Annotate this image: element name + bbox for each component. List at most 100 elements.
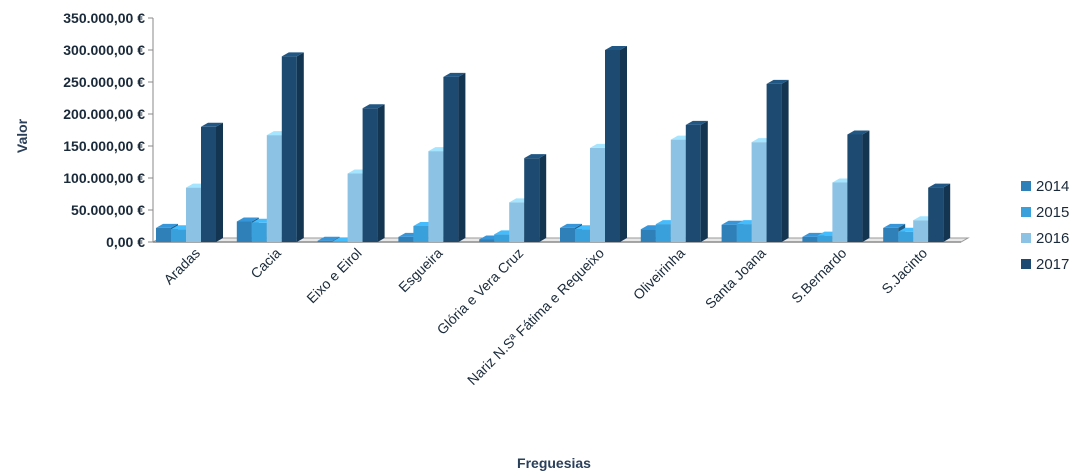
legend-item-2015: 2015	[1021, 204, 1069, 221]
bar-side	[700, 120, 708, 242]
bar-top	[605, 46, 627, 50]
bar-2017-2	[281, 52, 304, 243]
bar-front	[817, 235, 833, 242]
bar-side	[458, 72, 466, 242]
bar-front	[670, 139, 686, 242]
bar-top	[685, 120, 708, 125]
x-tick-label: Esgueira	[395, 245, 446, 296]
legend-label: 2014	[1036, 178, 1069, 195]
bar-front	[156, 227, 171, 242]
y-tick-label: 0,00 €	[106, 234, 145, 250]
x-tick-label: Aradas	[160, 245, 203, 288]
bar-2017-4	[443, 72, 466, 242]
bar-front	[928, 187, 944, 242]
bar-top	[281, 52, 304, 57]
y-tick-label: 50.000,00 €	[71, 202, 145, 218]
bar-front	[201, 126, 216, 242]
bar-side	[539, 154, 547, 242]
bar-top	[847, 130, 870, 135]
y-tick-label: 300.000,00 €	[63, 42, 145, 58]
bar-2017-7	[685, 120, 708, 242]
bar-2017-1	[201, 122, 223, 242]
bar-front	[479, 239, 495, 242]
bar-top	[560, 223, 582, 228]
bar-top	[766, 79, 789, 84]
bar-top	[928, 183, 951, 188]
bar-2017-5	[524, 154, 547, 242]
bar-front	[832, 182, 848, 242]
legend-swatch	[1021, 233, 1031, 243]
bar-2017-3	[362, 104, 385, 243]
bar-front	[236, 221, 252, 242]
bar-2017-10	[928, 183, 951, 242]
bar-front	[913, 220, 929, 242]
y-tick-label: 150.000,00 €	[63, 138, 145, 154]
legend-swatch	[1021, 207, 1031, 217]
bar-front	[362, 108, 378, 243]
bar-side	[377, 104, 385, 243]
bar-front	[443, 76, 459, 242]
bar-front	[590, 147, 605, 242]
x-tick-label: Santa Joana	[702, 245, 769, 312]
bar-side	[216, 122, 223, 242]
y-tick-label: 100.000,00 €	[63, 170, 145, 186]
x-tick-label: Eixo e Eirol	[303, 245, 364, 306]
bar-front	[736, 224, 752, 242]
legend-item-2014: 2014	[1021, 178, 1069, 195]
bar-2017-8	[766, 79, 789, 242]
bar-front	[266, 135, 282, 242]
bars	[156, 46, 951, 243]
legend: 2014 2015 2016 2017	[1021, 178, 1069, 273]
x-tick-label: Glória e Vera Cruz	[434, 245, 527, 338]
bar-front	[847, 134, 863, 242]
bar-top	[524, 154, 547, 159]
bar-front	[766, 83, 782, 242]
bar-top	[156, 223, 178, 228]
bar-front	[347, 173, 363, 242]
bar-top	[236, 217, 259, 222]
bar-front	[883, 227, 899, 242]
bar-front	[251, 222, 267, 242]
y-axis-title: Valor	[14, 118, 30, 153]
bar-front	[802, 236, 818, 242]
bar-front	[171, 229, 186, 242]
legend-swatch	[1021, 259, 1031, 269]
legend-item-2017: 2017	[1021, 256, 1069, 273]
bar-front	[640, 229, 656, 242]
bar-front	[186, 187, 201, 242]
bar-front	[509, 202, 525, 242]
bar-side	[862, 130, 870, 242]
y-tick-label: 250.000,00 €	[63, 74, 145, 90]
bar-2017-9	[847, 130, 870, 242]
bar-front	[685, 124, 701, 242]
x-tick-label: S.Jacinto	[878, 245, 930, 297]
bar-front	[317, 240, 333, 242]
x-tick-label: Cacia	[247, 245, 284, 282]
bar-2017-6	[605, 46, 627, 242]
bar-side	[620, 46, 627, 242]
bar-front	[655, 224, 671, 242]
bar-front	[413, 226, 429, 242]
y-axis: 0,00 € 50.000,00 € 100.000,00 € 150.000,00 …	[63, 10, 154, 250]
legend-item-2016: 2016	[1021, 230, 1069, 247]
bar-top	[362, 104, 385, 109]
bar-front	[494, 234, 510, 242]
bar-side	[296, 52, 304, 243]
y-tick-label: 200.000,00 €	[63, 106, 145, 122]
x-tick-label: Oliveirinha	[630, 245, 688, 303]
bar-top	[317, 236, 340, 241]
legend-label: 2015	[1036, 204, 1069, 221]
bar-top	[201, 122, 223, 127]
legend-label: 2017	[1036, 256, 1069, 273]
legend-label: 2016	[1036, 230, 1069, 247]
x-tick-label: S.Bernardo	[788, 245, 850, 307]
y-tick-label: 350.000,00 €	[63, 10, 145, 26]
bar-side	[781, 79, 789, 242]
bar-top	[443, 72, 466, 77]
legend-swatch	[1021, 181, 1031, 191]
bar-front	[721, 224, 737, 242]
bar-front	[898, 231, 914, 242]
bar-front	[560, 227, 575, 242]
